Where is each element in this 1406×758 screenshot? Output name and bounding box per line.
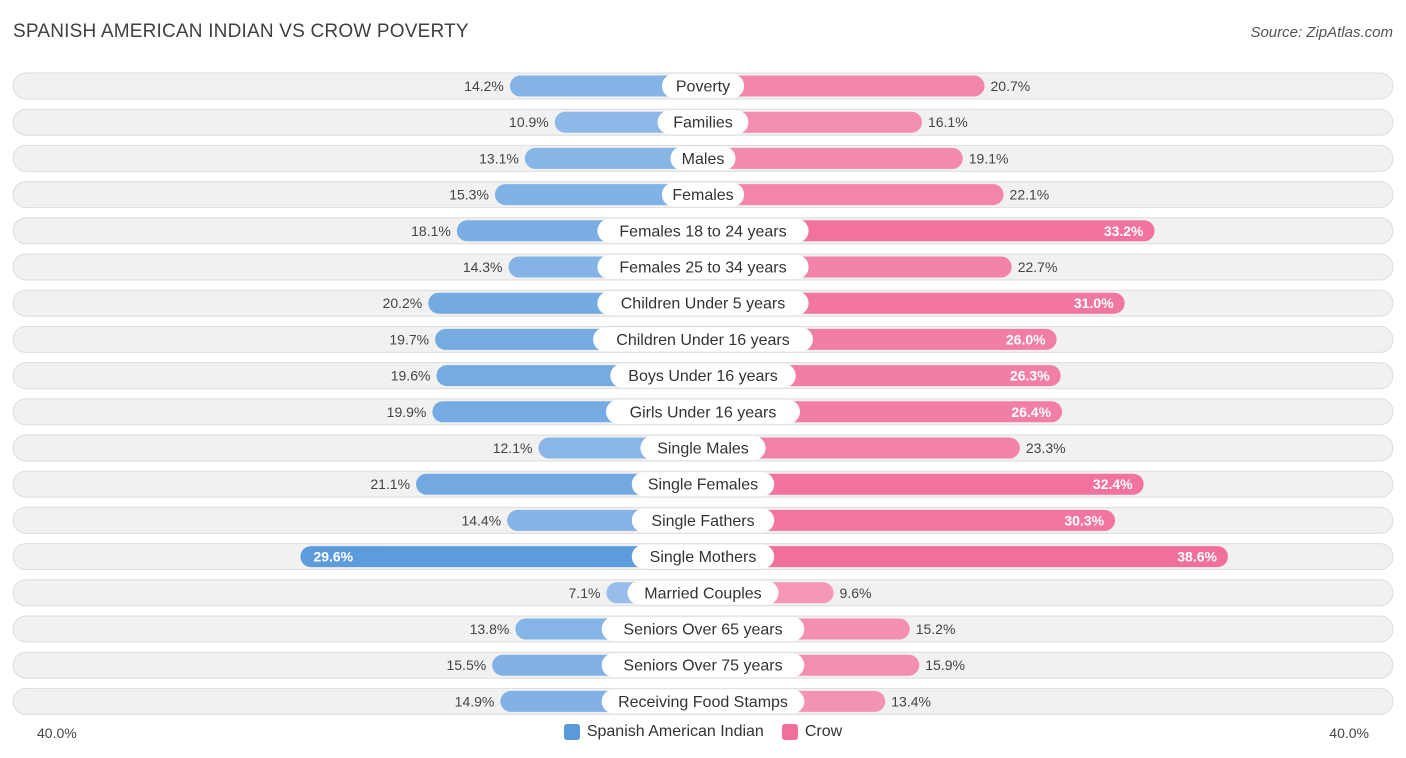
category-label-background — [597, 255, 809, 279]
value-label-spanish-american-indian: 15.3% — [449, 187, 489, 203]
value-label-crow: 26.3% — [1010, 368, 1050, 384]
value-label-crow: 15.2% — [916, 621, 956, 637]
bar-crow[interactable] — [692, 147, 963, 169]
value-label-spanish-american-indian: 19.6% — [391, 368, 431, 384]
value-label-crow: 23.3% — [1026, 440, 1066, 456]
category-label: Seniors Over 75 years — [623, 658, 782, 675]
category-label: Receiving Food Stamps — [618, 694, 788, 711]
category-label-background — [631, 508, 775, 533]
value-label-spanish-american-indian: 19.7% — [389, 331, 429, 347]
category-label: Males — [682, 151, 725, 168]
category-label: Poverty — [676, 79, 730, 96]
category-label-background — [631, 472, 775, 497]
legend-item-right[interactable]: Crow — [781, 723, 843, 741]
category-label: Children Under 16 years — [616, 332, 789, 349]
bar-spanish-american-indian[interactable] — [300, 546, 714, 568]
value-label-crow: 16.1% — [928, 114, 968, 130]
value-label-crow: 22.7% — [1018, 259, 1058, 275]
value-label-crow: 26.0% — [1006, 331, 1046, 347]
category-label: Married Couples — [644, 585, 761, 602]
bar-crow[interactable] — [692, 473, 1144, 495]
value-label-crow: 38.6% — [1177, 549, 1217, 565]
category-label-background — [661, 74, 745, 98]
value-label-crow: 19.1% — [969, 150, 1009, 166]
category-label-background — [606, 399, 800, 424]
legend-label-left: Spanish American Indian — [586, 723, 764, 740]
legend: Spanish American Indian Crow — [0, 723, 1406, 741]
category-label-background — [657, 110, 749, 135]
value-label-spanish-american-indian: 13.1% — [479, 150, 519, 166]
category-label-background — [597, 291, 809, 316]
value-label-spanish-american-indian: 21.1% — [370, 476, 410, 492]
value-label-spanish-american-indian: 19.9% — [387, 404, 427, 420]
legend-label-right: Crow — [804, 723, 843, 740]
category-label: Girls Under 16 years — [630, 404, 777, 421]
value-label-crow: 31.0% — [1074, 295, 1114, 311]
bar-crow[interactable] — [692, 111, 922, 133]
source-label: Source: ZipAtlas.com — [1250, 24, 1393, 41]
value-label-spanish-american-indian: 29.6% — [313, 549, 353, 565]
value-label-spanish-american-indian: 14.2% — [464, 78, 504, 94]
category-label: Seniors Over 65 years — [623, 622, 782, 639]
value-label-spanish-american-indian: 14.4% — [461, 512, 501, 528]
value-label-spanish-american-indian: 15.5% — [446, 657, 486, 673]
value-label-spanish-american-indian: 10.9% — [509, 114, 549, 130]
category-label-background — [601, 617, 805, 641]
value-label-crow: 33.2% — [1104, 223, 1144, 239]
axis-right-label: 40.0% — [1329, 725, 1369, 741]
bar-crow[interactable] — [692, 75, 985, 97]
value-label-crow: 26.4% — [1011, 404, 1051, 420]
category-label-background — [670, 146, 736, 171]
bar-crow[interactable] — [692, 220, 1155, 242]
chart-svg: 14.2% 20.7% Poverty 10.9% 16.1% Families 13.1%… — [12, 72, 1394, 715]
category-label-background — [631, 544, 775, 569]
value-label-spanish-american-indian: 12.1% — [493, 440, 533, 456]
bar-crow[interactable] — [692, 509, 1116, 531]
category-label-background — [601, 689, 805, 714]
category-label: Single Fathers — [651, 513, 754, 530]
category-label-background — [597, 218, 809, 243]
legend-swatch-right — [781, 724, 798, 740]
bar-crow[interactable] — [692, 437, 1020, 459]
axis-left-label: 40.0% — [37, 725, 77, 741]
bar-spanish-american-indian[interactable] — [524, 147, 714, 169]
value-label-crow: 20.7% — [991, 78, 1031, 94]
category-label: Females 18 to 24 years — [619, 223, 786, 240]
category-label: Single Females — [648, 477, 758, 494]
category-label-background — [661, 182, 745, 207]
category-label: Children Under 5 years — [621, 296, 786, 313]
value-label-spanish-american-indian: 13.8% — [470, 621, 510, 637]
value-label-crow: 13.4% — [891, 693, 931, 709]
category-label: Females — [672, 187, 733, 204]
category-label-background — [640, 436, 766, 460]
value-label-spanish-american-indian: 18.1% — [411, 223, 451, 239]
value-label-crow: 15.9% — [925, 657, 965, 673]
category-label-background — [601, 653, 805, 678]
category-label-background — [610, 363, 796, 388]
value-label-crow: 32.4% — [1093, 476, 1133, 492]
value-label-crow: 30.3% — [1064, 512, 1104, 528]
category-label-background — [627, 580, 779, 605]
bar-spanish-american-indian[interactable] — [509, 75, 714, 97]
category-label: Single Males — [657, 441, 749, 458]
category-label: Single Mothers — [650, 549, 757, 566]
value-label-crow: 22.1% — [1010, 187, 1050, 203]
bar-spanish-american-indian[interactable] — [494, 184, 714, 206]
category-label: Boys Under 16 years — [628, 368, 777, 385]
bar-crow[interactable] — [692, 546, 1228, 568]
category-label: Females 25 to 34 years — [619, 260, 786, 277]
value-label-crow: 9.6% — [840, 585, 872, 601]
value-label-spanish-american-indian: 20.2% — [383, 295, 423, 311]
value-label-spanish-american-indian: 7.1% — [569, 585, 601, 601]
category-label: Families — [673, 115, 733, 132]
bar-crow[interactable] — [692, 184, 1004, 206]
chart-title: SPANISH AMERICAN INDIAN VS CROW POVERTY — [13, 21, 469, 42]
legend-swatch-left — [563, 724, 580, 740]
value-label-spanish-american-indian: 14.3% — [463, 259, 503, 275]
legend-item-left[interactable]: Spanish American Indian — [563, 723, 764, 741]
value-label-spanish-american-indian: 14.9% — [455, 693, 495, 709]
category-label-background — [593, 327, 813, 352]
